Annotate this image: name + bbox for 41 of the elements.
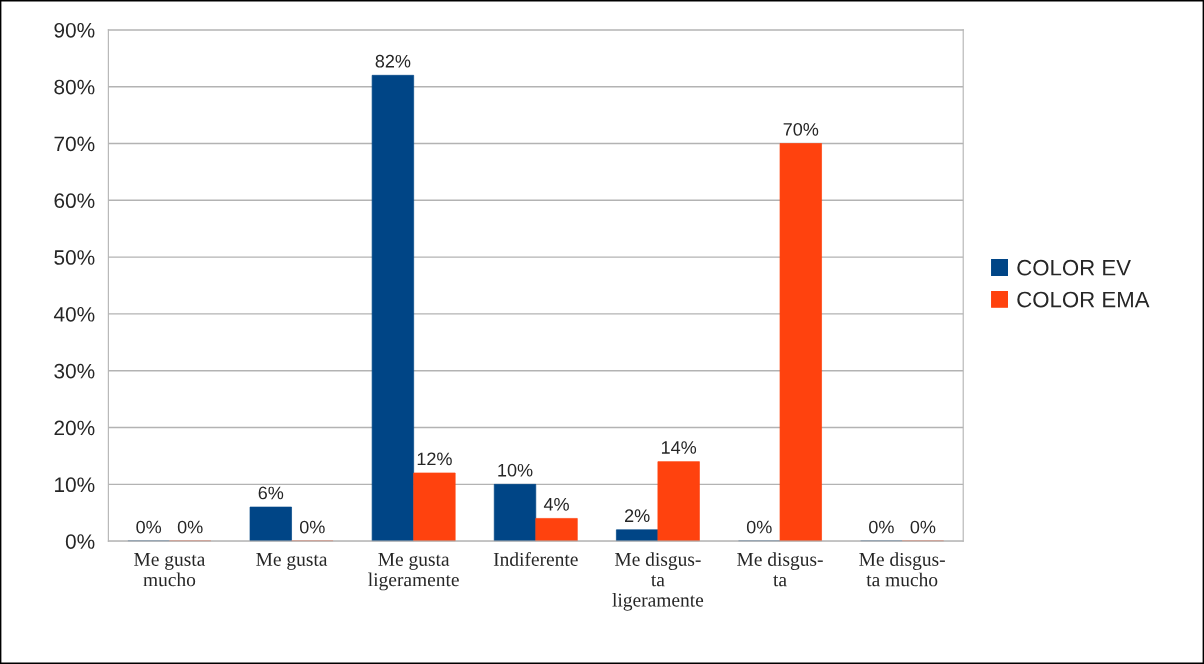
bar	[779, 143, 822, 542]
bar	[493, 484, 537, 542]
data-label: 0%	[869, 520, 894, 534]
y-tick-label: 90%	[54, 22, 95, 38]
y-tick-label: 20%	[54, 420, 95, 436]
data-label: 14%	[661, 441, 697, 454]
y-tick-label: 40%	[53, 306, 95, 322]
x-tick-label: Me disgus- ta mucho	[859, 552, 945, 587]
x-tick-label: Me disgus- ta	[737, 552, 823, 587]
legend-label: COLOR EV	[1017, 259, 1131, 276]
bar	[371, 74, 415, 542]
legend-label: COLOR EMA	[1017, 291, 1150, 308]
y-tick-label: 70%	[54, 136, 95, 152]
bar	[413, 472, 456, 542]
data-label: 0%	[177, 520, 203, 534]
x-tick-label: Indiferente	[493, 552, 578, 566]
data-label: 0%	[746, 520, 772, 534]
bar	[657, 461, 700, 542]
bar	[535, 518, 578, 542]
data-label: 12%	[417, 452, 452, 466]
data-label: 6%	[258, 486, 284, 500]
y-tick-label: 10%	[55, 477, 95, 493]
x-tick-label: Me gusta ligeramente	[368, 552, 459, 591]
y-tick-label: 0%	[65, 534, 95, 549]
data-label: 0%	[136, 520, 162, 534]
data-label: 4%	[543, 497, 569, 511]
x-tick-label: Me disgus- ta ligeramente	[612, 552, 704, 611]
data-label: 0%	[910, 520, 936, 534]
data-label: 2%	[625, 509, 650, 522]
data-label: 10%	[498, 463, 533, 477]
y-tick-label: 50%	[54, 250, 95, 265]
bar	[616, 529, 659, 542]
data-label: 0%	[299, 520, 325, 534]
y-tick-label: 80%	[54, 79, 95, 95]
x-tick-label: Me gusta	[256, 552, 328, 570]
data-label: 70%	[783, 122, 819, 136]
data-label: 82%	[375, 54, 411, 68]
bar	[249, 506, 292, 542]
y-tick-label: 30%	[54, 363, 95, 379]
x-tick-label: Me gusta mucho	[134, 552, 206, 587]
y-tick-label: 60%	[54, 193, 95, 209]
